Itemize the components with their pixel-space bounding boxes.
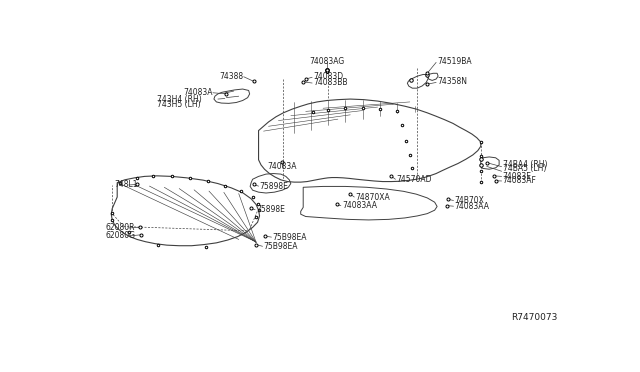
Text: 74870XA: 74870XA <box>355 193 390 202</box>
Text: 74BA4 (RH): 74BA4 (RH) <box>502 160 547 169</box>
Text: 74BA5 (LH): 74BA5 (LH) <box>502 164 546 173</box>
Text: 74083D: 74083D <box>313 72 343 81</box>
Text: 74083A: 74083A <box>268 162 297 171</box>
Text: R7470073: R7470073 <box>511 313 557 322</box>
Text: 74083E: 74083E <box>502 172 532 181</box>
Text: 74358N: 74358N <box>437 77 467 86</box>
Text: 74083BB: 74083BB <box>313 78 348 87</box>
Text: 74083AF: 74083AF <box>502 176 536 186</box>
Text: 62080R: 62080R <box>106 224 135 232</box>
Text: 743H4 (RH): 743H4 (RH) <box>157 95 202 104</box>
Text: 74388: 74388 <box>220 72 244 81</box>
Text: 748L1: 748L1 <box>115 180 138 189</box>
Text: 74083A: 74083A <box>184 88 213 97</box>
Text: 74B70X: 74B70X <box>454 196 484 205</box>
Text: 75B98EA: 75B98EA <box>264 242 298 251</box>
Text: 75B98EA: 75B98EA <box>273 232 307 242</box>
Text: 62080G: 62080G <box>106 231 136 240</box>
Text: 74083AA: 74083AA <box>454 202 490 211</box>
Text: 74083AG: 74083AG <box>309 57 344 66</box>
Text: 75898E: 75898E <box>260 182 289 190</box>
Text: 74570AD: 74570AD <box>396 175 432 184</box>
Text: 75898E: 75898E <box>256 205 285 214</box>
Text: 743H5 (LH): 743H5 (LH) <box>157 100 200 109</box>
Text: 74083AA: 74083AA <box>342 201 377 210</box>
Text: 74519BA: 74519BA <box>437 57 472 66</box>
